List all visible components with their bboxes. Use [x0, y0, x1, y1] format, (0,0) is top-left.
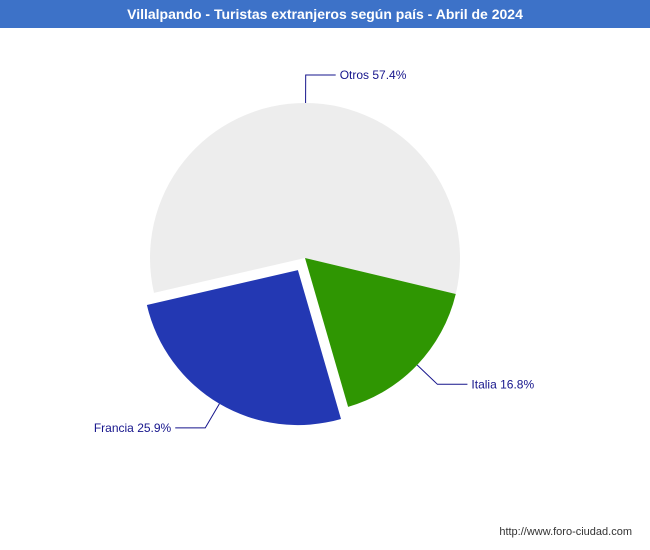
- slice-label-otros: Otros 57.4%: [340, 68, 407, 82]
- pie-chart: Otros 57.4% Italia 16.8% Francia 25.9%: [0, 28, 650, 550]
- chart-container: Villalpando - Turistas extranjeros según…: [0, 0, 650, 550]
- leader-line: [175, 404, 219, 428]
- footer-credit: http://www.foro-ciudad.com: [499, 526, 632, 538]
- leader-line: [306, 75, 336, 103]
- slice-label-francia: Francia 25.9%: [94, 421, 172, 435]
- slice-label-italia: Italia 16.8%: [471, 377, 534, 391]
- pie-slice-otros: [150, 103, 460, 294]
- chart-title-bar: Villalpando - Turistas extranjeros según…: [0, 0, 650, 28]
- plot-area: Otros 57.4% Italia 16.8% Francia 25.9% htt…: [0, 28, 650, 550]
- leader-line: [417, 365, 467, 384]
- chart-title: Villalpando - Turistas extranjeros según…: [127, 6, 523, 22]
- pie-slice-francia: [147, 270, 341, 425]
